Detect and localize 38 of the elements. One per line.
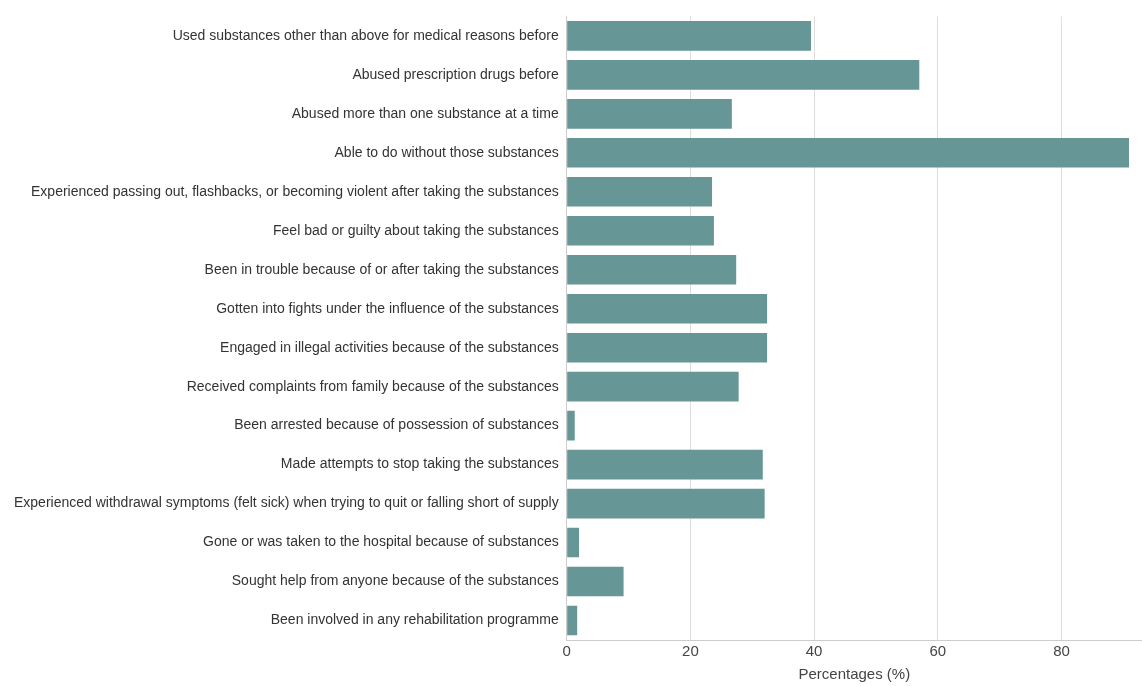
y-tick-label: Been involved in any rehabilitation programme: [270, 611, 559, 628]
x-tick-label: 60: [929, 642, 947, 660]
y-tick-label: Used substances other than above for medical reasons before: [172, 26, 559, 43]
y-tick-label: Experienced withdrawal symptoms (felt sick) when trying to quit or falling short of supply: [13, 494, 559, 511]
x-tick-label: 0: [562, 642, 571, 660]
y-tick-label: Been arrested because of possession of substances: [234, 416, 559, 433]
y-tick-label: Made attempts to stop taking the substances: [280, 455, 559, 472]
bar: [567, 60, 920, 90]
y-tick-label: Able to do without those substances: [334, 143, 559, 160]
bar: [567, 254, 737, 285]
bar: [567, 605, 578, 636]
y-tick-label: Experienced passing out, flashbacks, or becoming violent after taking the substances: [31, 182, 559, 199]
y-tick-label: Gotten into fights under the influence of the substances: [216, 299, 559, 316]
bar: [567, 215, 714, 246]
bar: [567, 293, 768, 324]
bar: [567, 21, 812, 51]
y-tick-label: Abused prescription drugs before: [352, 65, 559, 82]
y-tick-label: Abused more than one substance at a time: [291, 104, 559, 121]
bar: [567, 410, 575, 441]
bar: [567, 138, 1130, 168]
x-axis-title: Percentages (%): [798, 665, 911, 683]
bar: [567, 176, 713, 207]
x-tick-label: 80: [1053, 642, 1070, 660]
bar: [567, 99, 732, 129]
y-tick-label: Gone or was taken to the hospital because of substances: [203, 533, 559, 550]
y-tick-label: Engaged in illegal activities because of the substances: [220, 338, 559, 355]
bar: [567, 371, 739, 402]
bar: [567, 488, 765, 519]
bar: [567, 527, 580, 558]
x-tick-label: 40: [805, 642, 823, 660]
x-tick-label: 20: [682, 642, 699, 660]
y-tick-label: Feel bad or guilty about taking the substances: [273, 221, 559, 238]
bar: [567, 332, 768, 363]
y-tick-label: Been in trouble because of or after taking the substances: [204, 260, 559, 277]
bar: [567, 449, 763, 480]
bar: [567, 566, 624, 597]
y-tick-label: Received complaints from family because of the substances: [186, 377, 559, 394]
y-tick-label: Sought help from anyone because of the substances: [231, 572, 559, 589]
